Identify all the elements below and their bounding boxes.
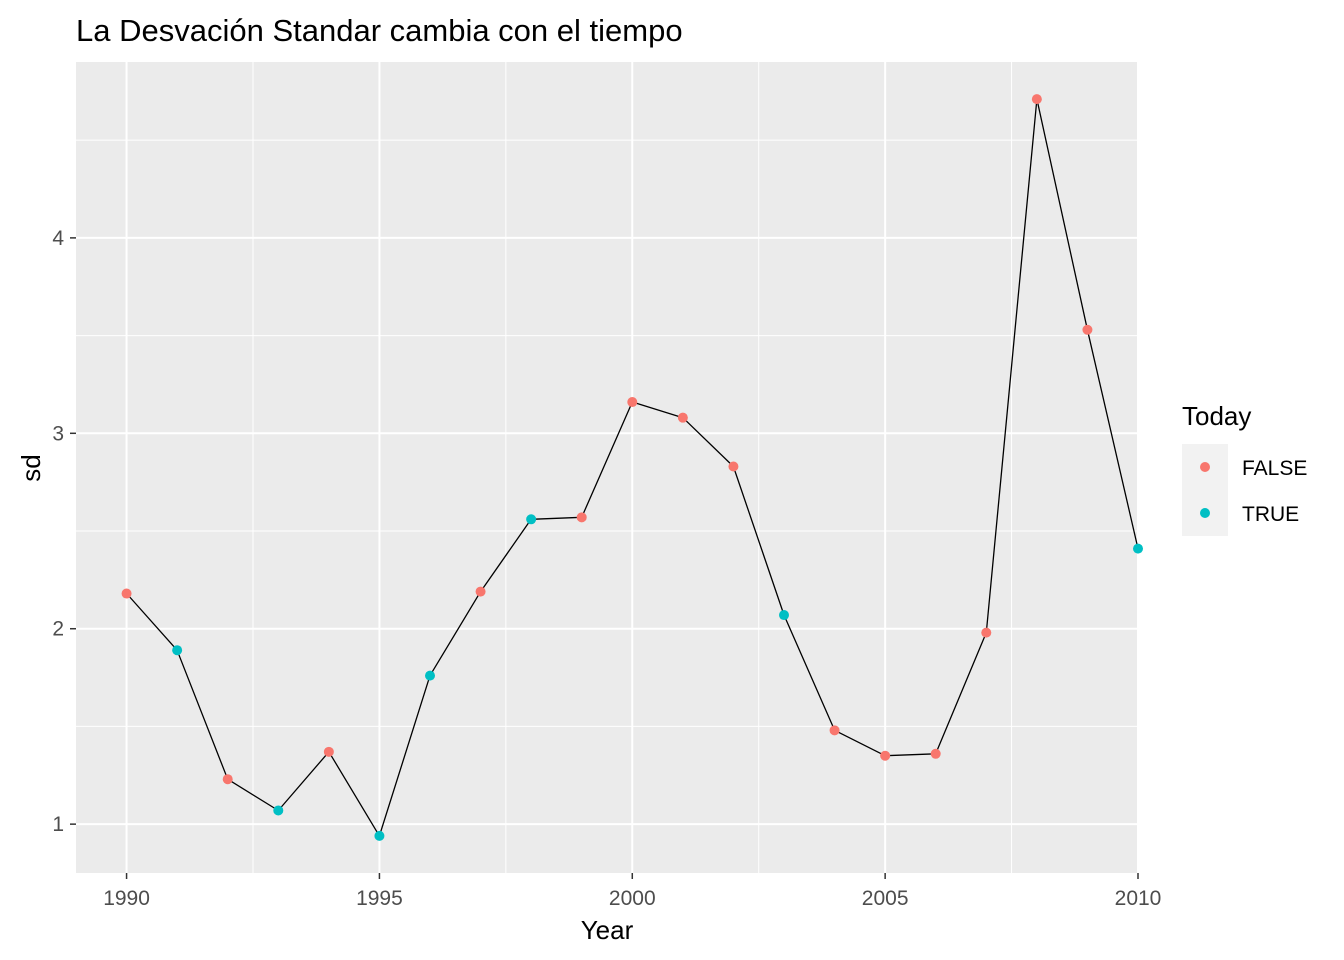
- data-point-2008: [1031, 94, 1042, 105]
- series-points: [121, 94, 1143, 841]
- legend-label-true: TRUE: [1242, 503, 1299, 526]
- plot-panel: [76, 62, 1138, 873]
- grid-minor: [76, 62, 1138, 873]
- x-tick-label: 1990: [103, 887, 150, 910]
- data-point-2001: [677, 412, 688, 423]
- x-axis: 1990 1995 2000 2005 2010: [103, 873, 1161, 910]
- legend: Today FALSE TRUE: [1182, 401, 1307, 536]
- data-point-1999: [576, 512, 587, 523]
- data-point-1991: [172, 645, 183, 656]
- data-point-2006: [930, 748, 941, 759]
- grid-major: [76, 62, 1139, 873]
- data-point-2010: [1133, 543, 1143, 554]
- y-tick-label: 1: [52, 813, 64, 836]
- data-point-2003: [779, 610, 789, 621]
- data-point-1995: [374, 830, 385, 841]
- x-tick-label: 2005: [862, 887, 909, 910]
- y-tick-label: 3: [52, 422, 64, 445]
- y-axis-title: sd: [16, 454, 46, 481]
- chart-title: La Desvación Standar cambia con el tiemp…: [76, 13, 683, 48]
- x-tick-label: 2010: [1115, 887, 1162, 910]
- data-point-2009: [1082, 324, 1093, 335]
- legend-label-false: FALSE: [1242, 457, 1307, 480]
- legend-title: Today: [1182, 401, 1251, 431]
- data-point-1996: [425, 670, 435, 681]
- data-point-1993: [273, 805, 284, 816]
- x-tick-label: 2000: [609, 887, 656, 910]
- data-point-2000: [627, 397, 638, 408]
- data-point-2002: [728, 461, 739, 472]
- data-point-1998: [526, 514, 537, 525]
- data-point-1994: [323, 746, 334, 757]
- data-point-1997: [475, 586, 486, 597]
- legend-key-false: [1200, 462, 1210, 472]
- y-tick-label: 4: [52, 227, 64, 250]
- x-tick-label: 1995: [356, 887, 403, 910]
- x-axis-title: Year: [581, 915, 634, 945]
- y-tick-label: 2: [52, 618, 64, 641]
- data-point-2005: [880, 750, 891, 761]
- data-point-1992: [222, 774, 233, 785]
- y-axis: 1 2 3 4: [52, 227, 76, 836]
- data-point-2007: [981, 627, 992, 638]
- data-point-2004: [829, 725, 840, 736]
- data-point-1990: [121, 588, 132, 599]
- legend-key-true: [1200, 508, 1210, 518]
